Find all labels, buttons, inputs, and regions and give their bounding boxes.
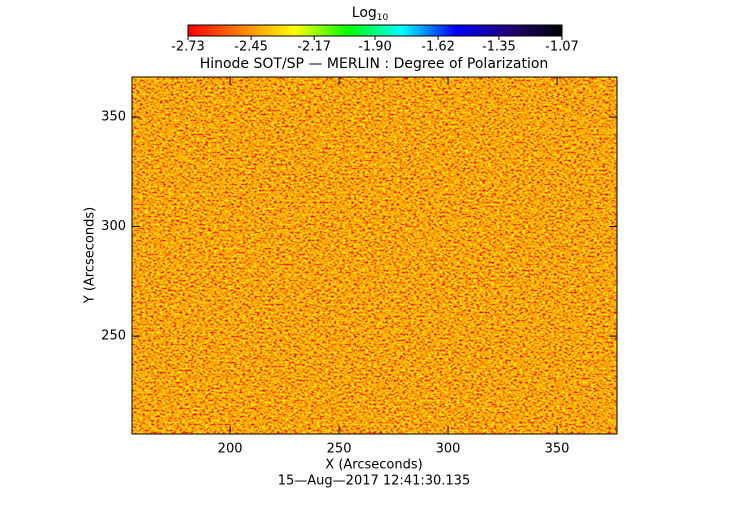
y-tick-label: 350: [101, 110, 126, 125]
chart-title: Hinode SOT/SP — MERLIN : Degree of Polar…: [200, 56, 549, 72]
colorbar: [187, 24, 563, 37]
colorbar-tick-label: -1.90: [358, 40, 392, 55]
colorbar-tick-label: -1.62: [421, 40, 455, 55]
colorbar-tick-label: -1.07: [545, 40, 579, 55]
colorbar-tick-label: -2.45: [234, 40, 268, 55]
colorbar-label: Log10: [352, 5, 389, 23]
y-tick-label: 250: [101, 329, 126, 344]
x-tick-label: 250: [327, 442, 352, 457]
x-tick-label: 200: [218, 442, 243, 457]
x-axis-label: X (Arcseconds): [325, 458, 422, 473]
heatmap-image: [132, 77, 617, 434]
colorbar-tick-label: -2.73: [171, 40, 205, 55]
colorbar-tick-label: -2.17: [297, 40, 331, 55]
x-tick-label: 350: [545, 442, 570, 457]
colorbar-tick-label: -1.35: [482, 40, 516, 55]
y-tick-label: 300: [101, 219, 126, 234]
plot-frame: [131, 76, 618, 435]
x-tick-label: 300: [436, 442, 461, 457]
y-axis-label: Y (Arcseconds): [83, 207, 98, 304]
footer: 15—Aug—2017 12:41:30.135: [278, 474, 470, 489]
